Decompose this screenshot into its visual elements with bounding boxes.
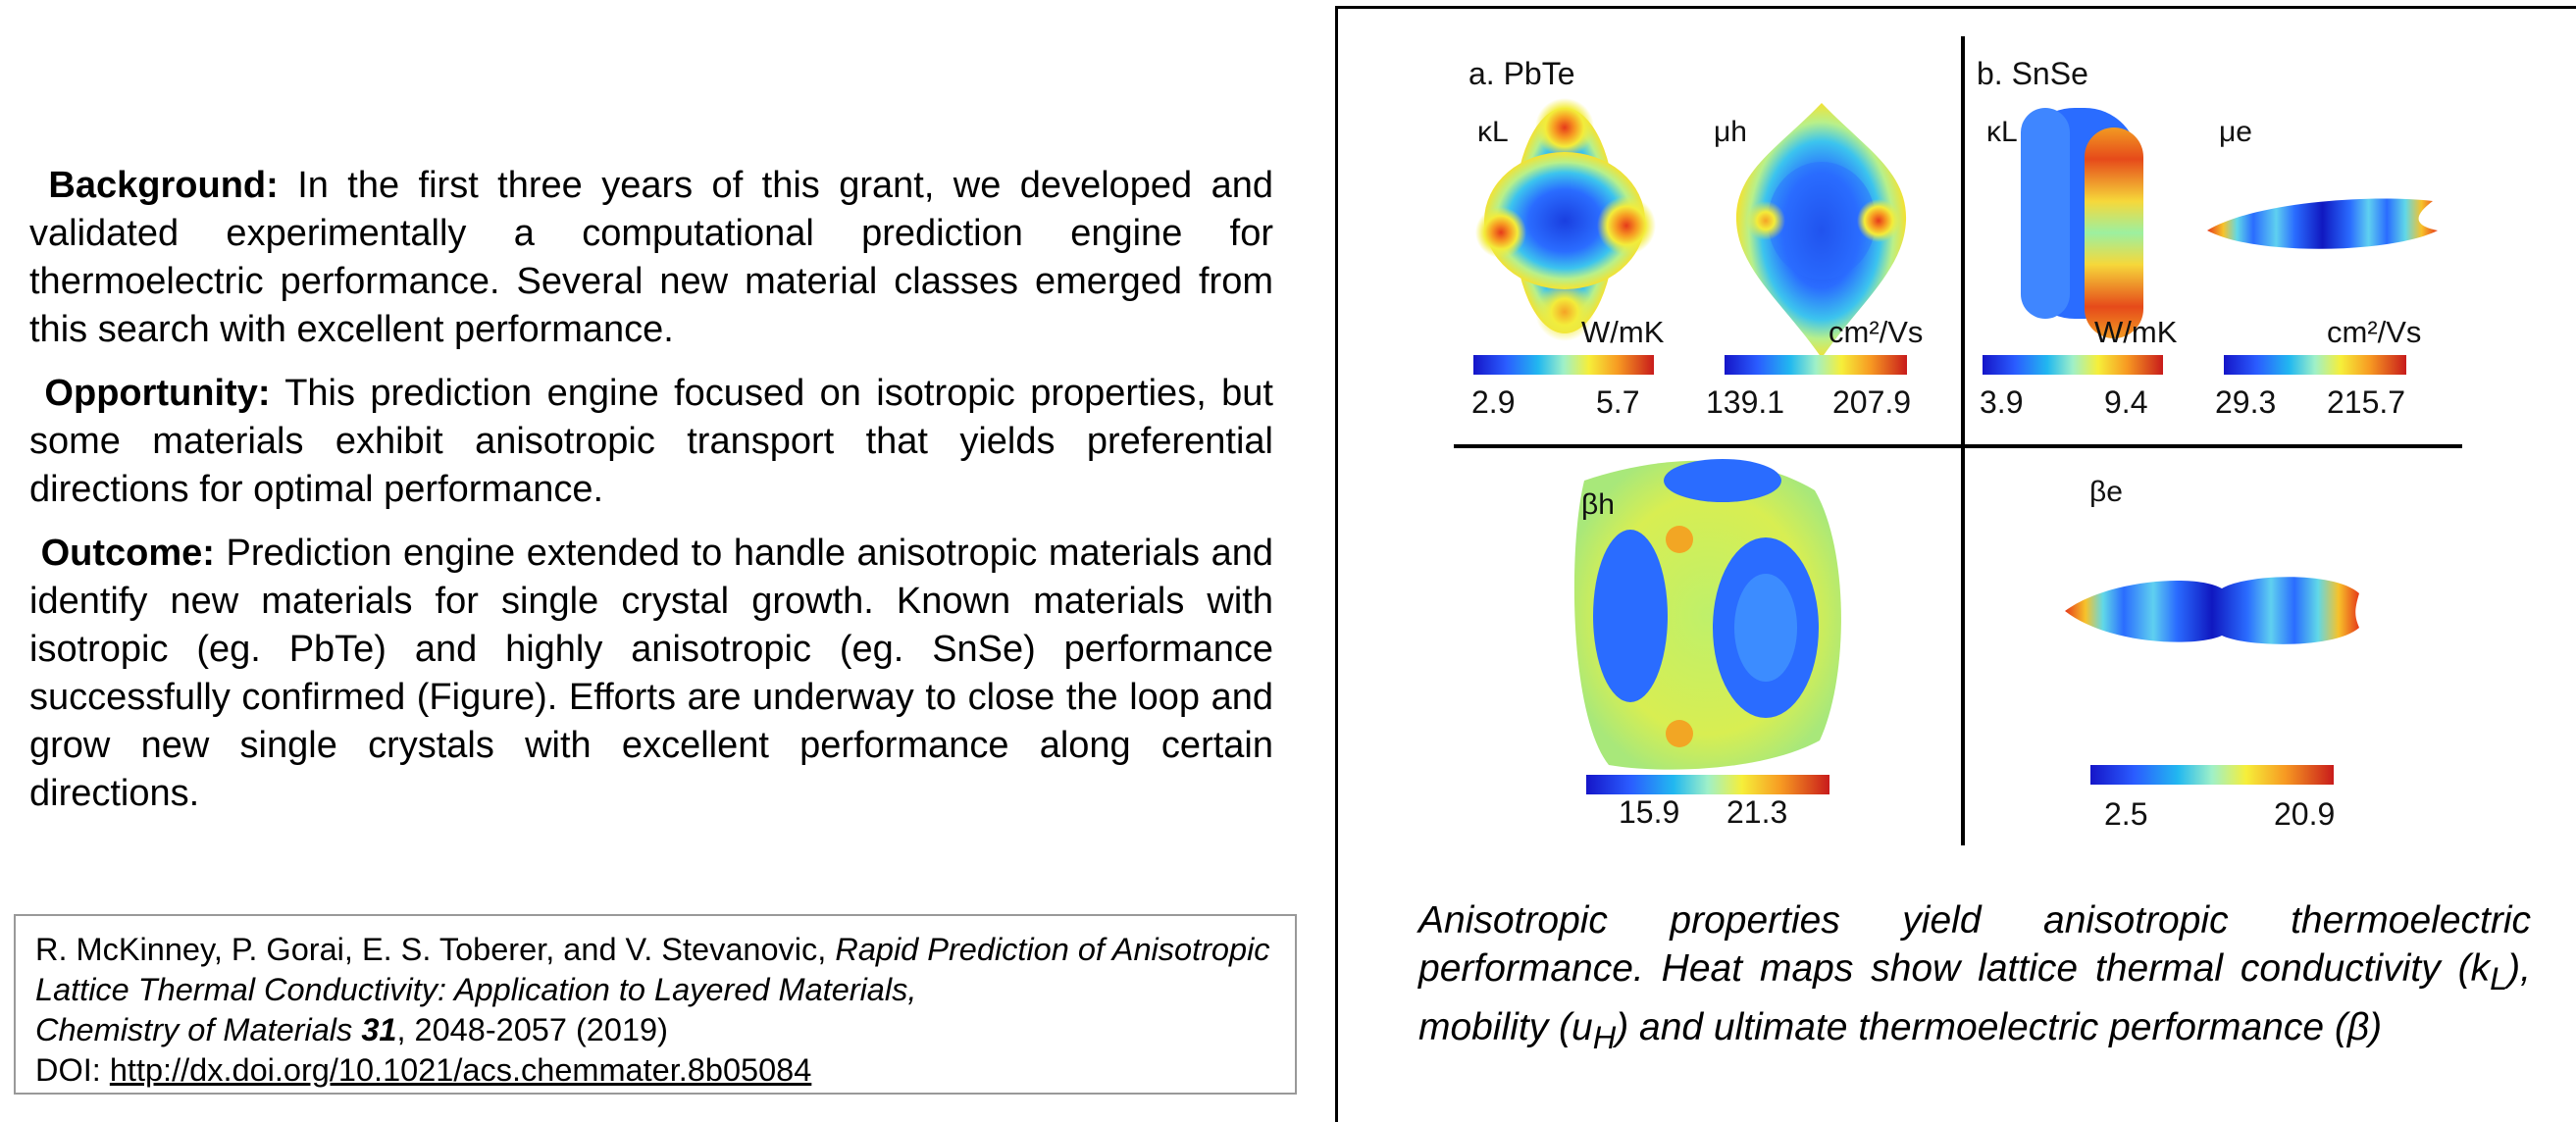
tick-mu-h-min: 139.1 [1706,384,1785,420]
reference-authors: R. McKinney, P. Gorai, E. S. Toberer, an… [35,932,836,967]
colorbar-beta-e [2090,765,2334,785]
outcome-heading: Outcome: [40,533,215,574]
background-paragraph: Background: In the first three years of … [29,162,1273,354]
caption-part3: ) and ultimate thermoelectric performanc… [1616,1005,2347,1048]
caption-sub-h: H [1592,1019,1617,1055]
background-text: In the first three years of this grant, … [29,165,1273,350]
reference-journal: Chemistry of Materials [35,1012,353,1047]
label-snse: b. SnSe [1977,56,2088,91]
outcome-text: Prediction engine extended to handle ani… [29,533,1273,814]
reference-pages: , 2048-2057 (2019) [396,1012,668,1047]
caption-part4: ) [2369,1005,2383,1048]
tick-kl-snse-max: 9.4 [2104,384,2148,420]
reference-volume: 31 [361,1012,397,1047]
tick-mu-e-max: 215.7 [2327,384,2406,420]
label-pbte: a. PbTe [1468,56,1575,91]
colorbar-beta-h [1586,775,1829,794]
colorbar-mu-h [1725,355,1907,375]
symbol-beta-e: βe [2089,476,2123,508]
opportunity-text: This prediction engine focused on isotro… [29,373,1273,510]
tick-mu-e-min: 29.3 [2215,384,2277,420]
figure-frame [1335,6,2576,1122]
symbol-beta-h: βh [1581,488,1615,521]
tick-mu-h-max: 207.9 [1832,384,1912,420]
unit-cm-pbte: cm²/Vs [1829,315,1924,349]
tick-kl-pbte-min: 2.9 [1471,384,1516,420]
symbol-mu-h: μh [1714,116,1747,148]
tick-beta-e-min: 2.5 [2104,796,2148,832]
reference-title: Rapid Prediction of Anisotropic Lattice … [35,932,1270,1007]
body-text: Background: In the first three years of … [29,162,1273,834]
figure-caption: Anisotropic properties yield anisotropic… [1418,896,2531,1062]
caption-part2: ), mobility (u [1418,947,2531,1048]
unit-wmk-pbte: W/mK [1581,315,1665,349]
caption-sub-l: L [2490,960,2508,996]
tick-beta-h-min: 15.9 [1619,794,1680,830]
doi-link[interactable]: http://dx.doi.org/10.1021/acs.chemmater.… [109,1052,812,1088]
tick-beta-h-max: 21.3 [1726,794,1788,830]
opportunity-paragraph: Opportunity: This prediction engine focu… [29,370,1273,514]
outcome-paragraph: Outcome: Prediction engine extended to h… [29,530,1273,818]
symbol-mu-e: μe [2219,116,2252,148]
doi-label: DOI: [35,1052,110,1088]
colorbar-kl-pbte [1473,355,1654,375]
background-heading: Background: [48,165,279,206]
tick-kl-pbte-max: 5.7 [1596,384,1640,420]
unit-cm-snse: cm²/Vs [2327,315,2422,349]
reference-box: R. McKinney, P. Gorai, E. S. Toberer, an… [14,914,1297,1095]
unit-wmk-snse: W/mK [2094,315,2178,349]
colorbar-kl-snse [1983,355,2163,375]
colorbar-mu-e [2224,355,2406,375]
symbol-kl-pbte: κL [1477,116,1509,148]
symbol-kl-snse: κL [1986,116,2018,148]
tick-beta-e-max: 20.9 [2274,796,2336,832]
caption-beta: β [2346,1005,2370,1048]
tick-kl-snse-min: 3.9 [1980,384,2024,420]
opportunity-heading: Opportunity: [44,373,271,414]
caption-part1: Anisotropic properties yield anisotropic… [1418,899,2531,990]
